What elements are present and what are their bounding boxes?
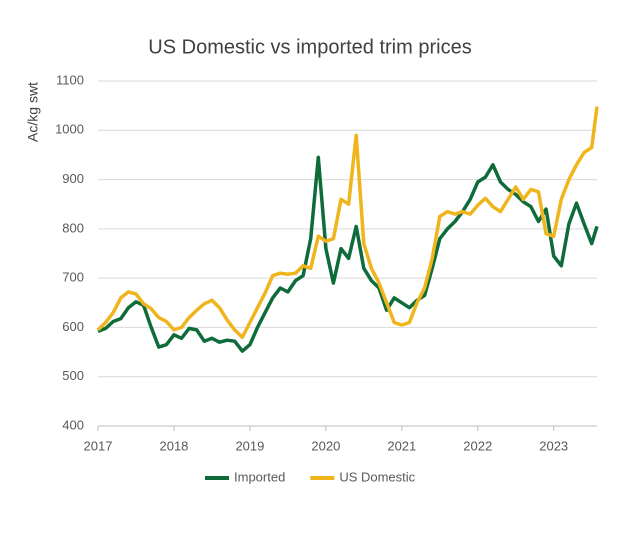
x-tick-label: 2017 (84, 438, 113, 453)
y-tick-label: 700 (62, 270, 84, 285)
legend-label: Imported (234, 469, 285, 484)
y-tick-label: 500 (62, 368, 84, 383)
x-tick-label: 2023 (539, 438, 568, 453)
y-axis-label: Ac/kg swt (25, 82, 41, 142)
series-line (96, 106, 599, 340)
series-line (97, 155, 599, 353)
x-tick-label: 2021 (387, 438, 416, 453)
chart-title: US Domestic vs imported trim prices (148, 36, 471, 58)
y-tick-label: 1000 (55, 122, 84, 137)
y-tick-label: 800 (62, 220, 84, 235)
legend-label: US Domestic (339, 469, 415, 484)
y-tick-label: 400 (62, 417, 84, 432)
y-tick-label: 900 (62, 171, 84, 186)
x-tick-label: 2019 (235, 438, 264, 453)
y-tick-label: 1100 (56, 72, 84, 87)
x-tick-label: 2022 (463, 438, 492, 453)
y-tick-label: 600 (62, 319, 84, 334)
x-tick-label: 2020 (311, 438, 340, 453)
x-tick-label: 2018 (159, 438, 188, 453)
